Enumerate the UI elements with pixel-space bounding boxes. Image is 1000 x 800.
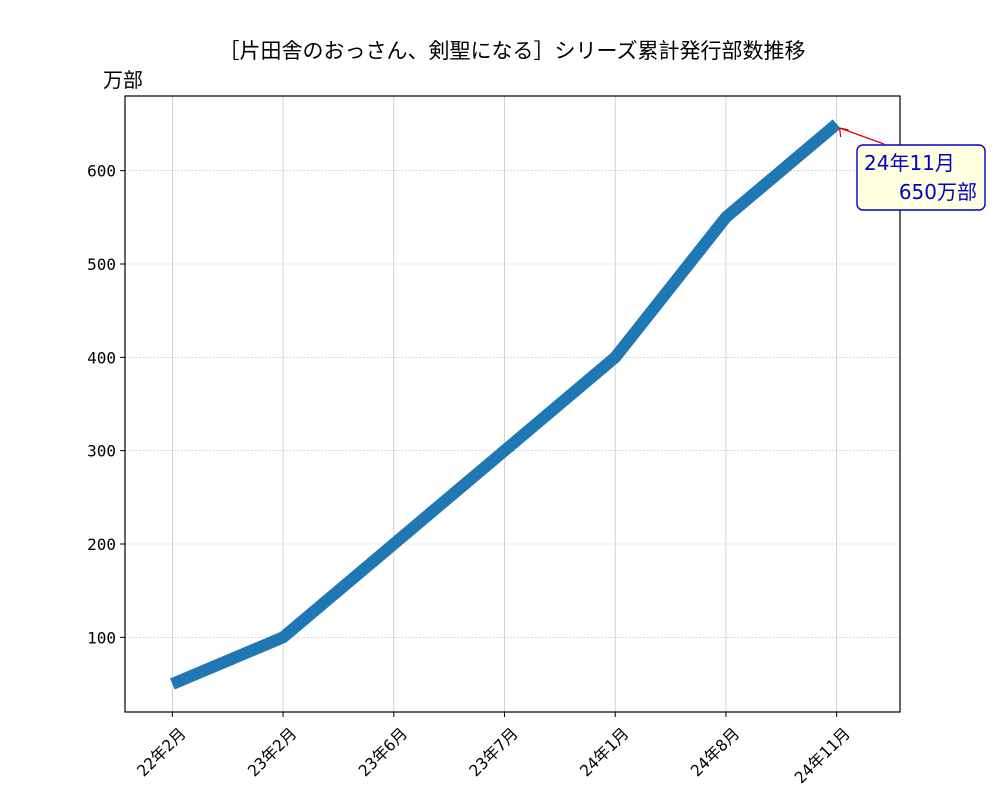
annotation-date-text: 24年11月 xyxy=(864,151,955,175)
annotation: 24年11月 650万部 xyxy=(839,127,986,211)
plot-area xyxy=(170,119,841,690)
y-tick-label: 100 xyxy=(87,628,116,647)
y-tick-label: 200 xyxy=(87,535,116,554)
y-tick-label: 600 xyxy=(87,162,116,181)
grid-lines xyxy=(125,96,900,712)
y-axis-unit-label: 万部 xyxy=(103,68,143,92)
annotation-arrow-head xyxy=(839,127,849,138)
annotation-value-text: 650万部 xyxy=(899,180,977,204)
plot-frame xyxy=(124,95,901,713)
chart-title: ［片田舎のおっさん、剣聖になる］シリーズ累計発行部数推移 xyxy=(219,39,806,63)
annotation-arrow-line xyxy=(839,127,885,145)
y-tick-label: 500 xyxy=(87,255,116,274)
y-tick-label: 300 xyxy=(87,442,116,461)
y-tick-label: 400 xyxy=(87,348,116,367)
annotation-box xyxy=(856,144,986,211)
